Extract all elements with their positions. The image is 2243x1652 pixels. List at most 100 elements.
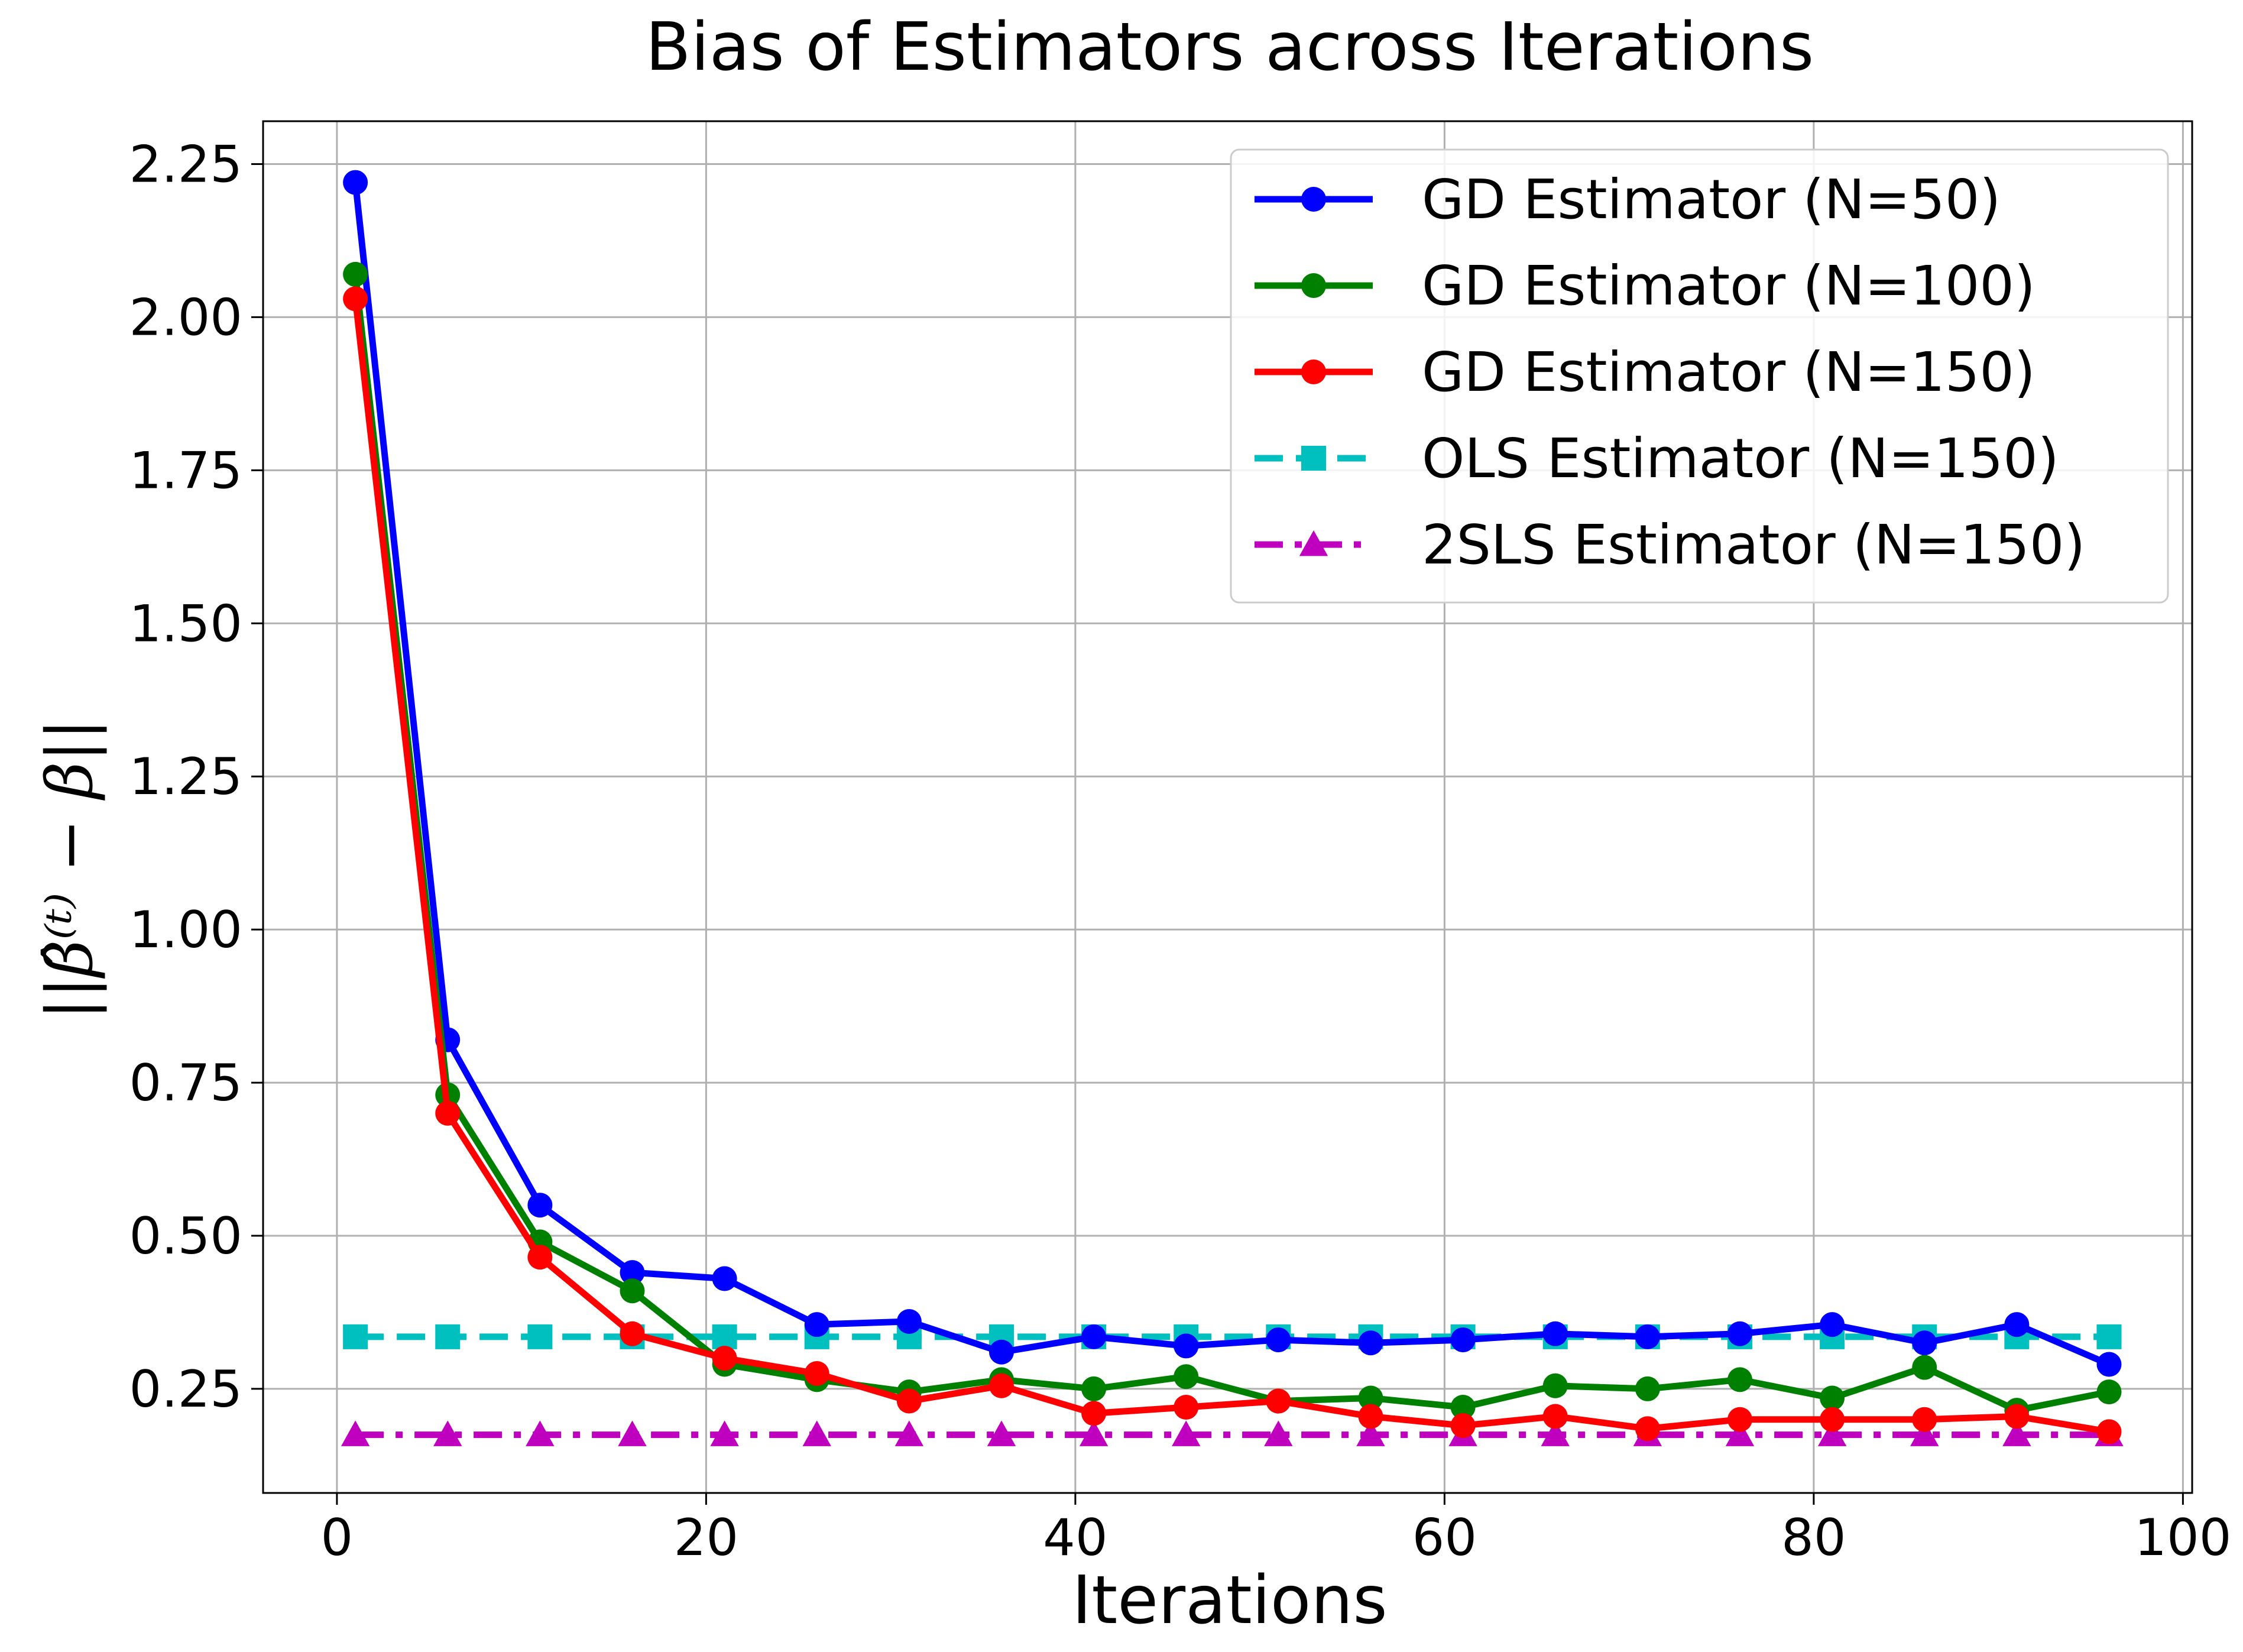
data-point [527,1193,553,1218]
y-tick-label: 2.00 [129,288,242,347]
data-point [1635,1416,1660,1442]
data-point [1081,1324,1107,1349]
data-point [343,1324,368,1349]
data-point [802,1420,831,1446]
data-point [1358,1385,1383,1411]
data-point [620,1278,645,1304]
tick-labels: 0 20 40 60 80 100 0.25 0.50 0.75 1.00 1.25 1.50 1.75… [129,135,2232,1568]
legend-label: GD Estimator (N=50) [1422,168,2001,231]
series-line [352,298,2110,1435]
data-point [343,170,368,195]
legend-label: GD Estimator (N=100) [1422,254,2035,318]
data-point [1450,1413,1476,1439]
legend-entry: GD Estimator (N=100) [1255,254,2035,318]
data-point [620,1321,645,1346]
data-point [1356,1420,1385,1446]
data-point [1912,1330,1937,1356]
data-point [2096,1419,2122,1444]
data-point [1081,1401,1107,1426]
data-point [1174,1395,1199,1420]
data-point [1542,1404,1568,1429]
data-point [1820,1385,1845,1411]
data-point [1817,1420,1847,1446]
data-point [2002,1420,2031,1446]
legend-marker [1301,187,1326,212]
legend-box [1230,148,2169,604]
data-point [1542,1321,1568,1346]
legend-entry: OLS Estimator (N=150) [1255,427,2059,490]
data-point [987,1420,1016,1446]
x-tick-label: 60 [1412,1508,1477,1567]
data-point [712,1324,737,1349]
data-point [1727,1321,1752,1346]
data-point [1725,1420,1755,1446]
data-point [435,1100,461,1126]
data-point [1450,1395,1476,1420]
data-point [1727,1367,1752,1392]
legend-entry: GD Estimator (N=150) [1255,341,2035,404]
data-point [988,1373,1014,1398]
legend-entry: 2SLS Estimator (N=150) [1255,513,2085,576]
chart-title: Bias of Estimators across Iterations [646,9,1814,86]
data-point [1358,1404,1383,1429]
series-2 [343,286,2122,1444]
data-point [1727,1407,1752,1432]
data-point [712,1346,737,1371]
data-point [1820,1312,1845,1337]
data-point [620,1260,645,1285]
data-point [435,1324,461,1349]
data-point [2004,1312,2030,1337]
y-tick-label: 0.75 [129,1054,242,1113]
data-point [1264,1420,1293,1446]
data-point [988,1339,1014,1365]
legend-label: 2SLS Estimator (N=150) [1422,513,2085,576]
y-axis-label: ||β̂⁽ᵗ⁾ − β|| [33,718,107,1019]
data-point [341,1420,370,1446]
legend-marker [1301,446,1326,471]
x-tick-label: 100 [2134,1508,2231,1567]
data-point [1174,1333,1199,1359]
y-tick-label: 1.75 [129,441,242,500]
legend: GD Estimator (N=50) GD Estimator (N=100) G… [1230,148,2169,604]
legend-label: OLS Estimator (N=150) [1422,427,2059,490]
data-point [710,1420,739,1446]
y-tick-label: 2.25 [129,135,242,195]
data-point [527,1245,553,1270]
data-point [433,1420,462,1446]
data-point [1358,1330,1383,1356]
data-point [618,1420,647,1446]
data-point [1635,1324,1660,1349]
data-point [2096,1352,2122,1377]
x-tick-label: 20 [674,1508,738,1567]
data-point [343,286,368,312]
data-point [1820,1407,1845,1432]
legend-marker [1299,530,1328,556]
y-tick-label: 0.25 [129,1360,242,1419]
data-point [1081,1376,1107,1401]
data-point [1266,1327,1291,1353]
y-tick-label: 0.50 [129,1207,242,1266]
data-point [804,1361,829,1387]
data-point [1912,1355,1937,1380]
data-point [894,1420,924,1446]
data-point [527,1324,553,1349]
data-point [1542,1373,1568,1398]
data-point [896,1388,922,1414]
data-point [1266,1388,1291,1414]
data-point [1635,1376,1660,1401]
data-point [2096,1379,2122,1405]
data-point [1174,1364,1199,1389]
data-point [896,1309,922,1334]
y-tick-label: 1.00 [129,900,242,960]
data-point [2004,1404,2030,1429]
data-point [804,1312,829,1337]
data-point [526,1420,555,1446]
y-tick-label: 1.50 [129,594,242,653]
data-point [2096,1324,2122,1349]
legend-entry: GD Estimator (N=50) [1255,168,2001,231]
x-tick-label: 80 [1781,1508,1846,1567]
legend-marker [1301,273,1326,298]
y-tick-label: 1.25 [129,747,242,806]
legend-label: GD Estimator (N=150) [1422,341,2035,404]
x-axis-label: Iterations [1072,1562,1387,1639]
